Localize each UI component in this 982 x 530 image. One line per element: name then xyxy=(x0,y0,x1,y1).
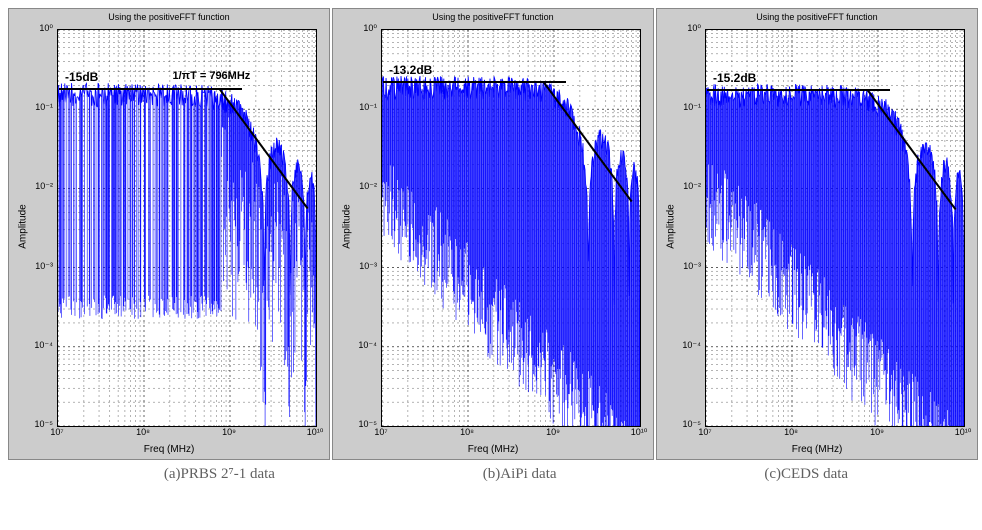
chart-title: Using the positiveFFT function xyxy=(657,12,977,22)
x-tick: 10⁹ xyxy=(862,427,892,437)
x-tick: 10¹⁰ xyxy=(300,427,330,438)
y-tick: 10⁻³ xyxy=(349,261,377,272)
y-tick: 10⁻⁴ xyxy=(25,340,53,351)
chart-b: Using the positiveFFT function Amplitude F… xyxy=(332,8,654,460)
y-tick: 10⁻² xyxy=(673,181,701,192)
y-tick: 10⁻² xyxy=(349,181,377,192)
y-tick: 10⁻³ xyxy=(673,261,701,272)
chart-a: Using the positiveFFT function Amplitude F… xyxy=(8,8,330,460)
chart-wrapper-a: Using the positiveFFT function Amplitude F… xyxy=(8,8,330,460)
y-tick: 10⁻² xyxy=(25,181,53,192)
y-tick: 10⁰ xyxy=(673,23,701,34)
charts-row: Using the positiveFFT function Amplitude F… xyxy=(0,0,982,460)
y-tick: 10⁻¹ xyxy=(673,102,701,113)
x-axis-label: Freq (MHz) xyxy=(657,444,977,455)
y-tick: 10⁻⁴ xyxy=(673,340,701,351)
y-tick: 10⁻⁴ xyxy=(349,340,377,351)
y-tick: 10⁻¹ xyxy=(25,102,53,113)
chart-c: Using the positiveFFT function Amplitude F… xyxy=(656,8,978,460)
x-tick: 10⁷ xyxy=(366,427,396,437)
x-tick: 10⁷ xyxy=(42,427,72,437)
annotation-line-flat xyxy=(707,89,890,91)
x-tick: 10⁸ xyxy=(452,427,482,437)
x-tick: 10⁸ xyxy=(776,427,806,437)
captions-row: (a)PRBS 2⁷-1 data (b)AiPi data (c)CEDS d… xyxy=(0,460,982,483)
plot-area xyxy=(381,29,641,427)
annotation-db: -13.2dB xyxy=(389,63,432,77)
caption-a: (a)PRBS 2⁷-1 data xyxy=(164,466,275,483)
x-tick: 10⁹ xyxy=(538,427,568,437)
x-axis-label: Freq (MHz) xyxy=(9,444,329,455)
y-tick: 10⁰ xyxy=(25,23,53,34)
y-axis-label: Amplitude xyxy=(18,204,29,248)
y-tick: 10⁻³ xyxy=(25,261,53,272)
annotation-line-flat xyxy=(59,88,242,90)
x-tick: 10¹⁰ xyxy=(948,427,978,438)
annotation-db: -15dB xyxy=(65,70,98,84)
y-axis-label: Amplitude xyxy=(666,204,677,248)
annotation-db: -15.2dB xyxy=(713,71,756,85)
x-tick: 10¹⁰ xyxy=(624,427,654,438)
x-tick: 10⁸ xyxy=(128,427,158,437)
x-tick: 10⁹ xyxy=(214,427,244,437)
chart-title: Using the positiveFFT function xyxy=(333,12,653,22)
caption-c: (c)CEDS data xyxy=(764,466,848,483)
annotation-freq: 1/πT = 796MHz xyxy=(172,70,250,82)
chart-wrapper-b: Using the positiveFFT function Amplitude F… xyxy=(332,8,654,460)
y-tick: 10⁻¹ xyxy=(349,102,377,113)
annotation-line-flat xyxy=(383,81,566,83)
chart-wrapper-c: Using the positiveFFT function Amplitude F… xyxy=(656,8,978,460)
x-axis-label: Freq (MHz) xyxy=(333,444,653,455)
caption-b: (b)AiPi data xyxy=(483,466,557,483)
x-tick: 10⁷ xyxy=(690,427,720,437)
y-tick: 10⁰ xyxy=(349,23,377,34)
y-axis-label: Amplitude xyxy=(342,204,353,248)
chart-title: Using the positiveFFT function xyxy=(9,12,329,22)
